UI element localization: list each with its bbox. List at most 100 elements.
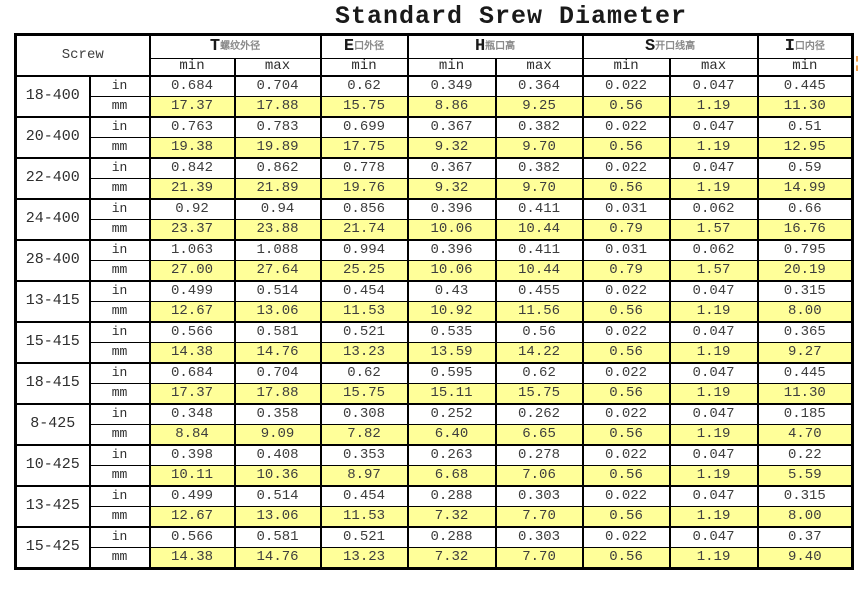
value-cell: 23.88 bbox=[233, 219, 322, 240]
value-cell: 0.62 bbox=[494, 362, 584, 384]
table-row: mm 23.37 23.88 21.74 10.06 10.44 0.79 1.57 16.76 bbox=[16, 219, 854, 240]
table-row: 15-415 in 0.566 0.581 0.521 0.535 0.56 0.022 0.0… bbox=[14, 321, 854, 363]
value-cell: 0.56 bbox=[581, 301, 671, 322]
value-cell: 11.30 bbox=[756, 96, 854, 117]
unit-cell-in: in bbox=[88, 198, 151, 220]
value-cell: 0.842 bbox=[148, 157, 236, 179]
header-cn-H: 瓶口高 bbox=[485, 40, 516, 52]
table-row: 13-425 in 0.499 0.514 0.454 0.288 0.303 0.022 0.… bbox=[14, 485, 854, 527]
value-cell: 0.303 bbox=[494, 485, 584, 507]
subheader-min-max: min bbox=[148, 58, 236, 77]
value-cell: 14.76 bbox=[233, 342, 322, 363]
value-cell: 0.56 bbox=[494, 321, 584, 343]
value-cell: 1.19 bbox=[668, 424, 759, 445]
value-cell: 1.19 bbox=[668, 506, 759, 527]
table-row: 22-400 in 0.842 0.862 0.778 0.367 0.382 0.022 0.… bbox=[14, 157, 854, 199]
value-cell: 11.53 bbox=[319, 301, 409, 322]
value-cell: 15.75 bbox=[494, 383, 584, 404]
value-cell: 0.047 bbox=[668, 321, 759, 343]
value-cell: 0.411 bbox=[494, 239, 584, 261]
header-letter-S: S bbox=[644, 36, 656, 56]
value-cell: 0.348 bbox=[148, 403, 236, 425]
screw-size-cell: 18-415 bbox=[14, 362, 90, 404]
unit-cell-in: in bbox=[88, 239, 151, 261]
value-cell: 0.396 bbox=[406, 239, 497, 261]
value-cell: 0.288 bbox=[406, 485, 497, 507]
unit-cell-in: in bbox=[88, 280, 151, 302]
value-cell: 14.38 bbox=[148, 342, 236, 363]
value-cell: 0.499 bbox=[148, 280, 236, 302]
unit-cell-in: in bbox=[88, 362, 151, 384]
header-cn-E: 口外径 bbox=[354, 40, 385, 52]
value-cell: 10.06 bbox=[406, 260, 497, 281]
value-cell: 0.022 bbox=[581, 485, 671, 507]
subheader-min-max: min bbox=[756, 58, 854, 77]
value-cell: 7.06 bbox=[494, 465, 584, 486]
value-cell: 1.19 bbox=[668, 137, 759, 158]
value-cell: 0.022 bbox=[581, 157, 671, 179]
table-row: mm 14.38 14.76 13.23 13.59 14.22 0.56 1.19 9.27 bbox=[16, 342, 854, 363]
screw-size-cell: 15-425 bbox=[14, 526, 90, 569]
value-cell: 7.32 bbox=[406, 547, 497, 569]
table-row: 8-425 in 0.348 0.358 0.308 0.252 0.262 0.022 0.0… bbox=[14, 403, 854, 445]
value-cell: 25.25 bbox=[319, 260, 409, 281]
header-group-row: Screw T螺纹外径 E口外径 H瓶口高 S开口线高 I口内径 bbox=[14, 34, 854, 77]
screw-size-cell: 8-425 bbox=[14, 403, 90, 445]
value-cell: 1.19 bbox=[668, 178, 759, 199]
header-letter-I: I bbox=[784, 36, 795, 56]
unit-cell-in: in bbox=[88, 75, 151, 97]
value-cell: 11.53 bbox=[319, 506, 409, 527]
value-cell: 1.57 bbox=[668, 260, 759, 281]
value-cell: 0.499 bbox=[148, 485, 236, 507]
value-cell: 0.031 bbox=[581, 198, 671, 220]
value-cell: 17.88 bbox=[233, 383, 322, 404]
value-cell: 14.38 bbox=[148, 547, 236, 569]
value-cell: 0.022 bbox=[581, 403, 671, 425]
screw-diameter-table: Screw T螺纹外径 E口外径 H瓶口高 S开口线高 I口内径 min bbox=[14, 33, 855, 570]
value-cell: 0.856 bbox=[319, 198, 409, 220]
value-cell: 0.778 bbox=[319, 157, 409, 179]
unit-cell-mm: mm bbox=[88, 178, 151, 199]
screw-size-cell: 24-400 bbox=[14, 198, 90, 240]
subheader-min-max: max bbox=[494, 58, 584, 77]
table-row: mm 14.38 14.76 13.23 7.32 7.70 0.56 1.19 9.40 bbox=[16, 547, 854, 569]
value-cell: 0.51 bbox=[756, 116, 854, 138]
value-cell: 6.40 bbox=[406, 424, 497, 445]
value-cell: 0.94 bbox=[233, 198, 322, 220]
value-cell: 1.19 bbox=[668, 465, 759, 486]
value-cell: 0.566 bbox=[148, 526, 236, 548]
value-cell: 0.185 bbox=[756, 403, 854, 425]
table-row: 18-415 in 0.684 0.704 0.62 0.595 0.62 0.022 0.04… bbox=[14, 362, 854, 404]
value-cell: 27.64 bbox=[233, 260, 322, 281]
unit-cell-mm: mm bbox=[88, 301, 151, 322]
value-cell: 0.595 bbox=[406, 362, 497, 384]
value-cell: 9.25 bbox=[494, 96, 584, 117]
value-cell: 14.22 bbox=[494, 342, 584, 363]
screw-size-cell: 13-415 bbox=[14, 280, 90, 322]
value-cell: 13.23 bbox=[319, 342, 409, 363]
value-cell: 0.783 bbox=[233, 116, 322, 138]
value-cell: 0.047 bbox=[668, 75, 759, 97]
header-cn-I: 口内径 bbox=[794, 40, 825, 52]
value-cell: 5.59 bbox=[756, 465, 854, 486]
value-cell: 0.704 bbox=[233, 362, 322, 384]
value-cell: 21.39 bbox=[148, 178, 236, 199]
value-cell: 12.95 bbox=[756, 137, 854, 158]
subheader-min-max: min bbox=[319, 58, 409, 77]
header-group-E: E口外径 bbox=[319, 34, 409, 59]
value-cell: 23.37 bbox=[148, 219, 236, 240]
value-cell: 13.59 bbox=[406, 342, 497, 363]
value-cell: 10.06 bbox=[406, 219, 497, 240]
value-cell: 0.795 bbox=[756, 239, 854, 261]
table-row: 18-400 in 0.684 0.704 0.62 0.349 0.364 0.022 0.0… bbox=[14, 75, 854, 117]
value-cell: 0.022 bbox=[581, 444, 671, 466]
value-cell: 0.047 bbox=[668, 362, 759, 384]
value-cell: 0.315 bbox=[756, 280, 854, 302]
value-cell: 8.00 bbox=[756, 301, 854, 322]
value-cell: 0.062 bbox=[668, 239, 759, 261]
value-cell: 10.36 bbox=[233, 465, 322, 486]
value-cell: 0.684 bbox=[148, 75, 236, 97]
value-cell: 7.82 bbox=[319, 424, 409, 445]
value-cell: 13.23 bbox=[319, 547, 409, 569]
value-cell: 10.92 bbox=[406, 301, 497, 322]
